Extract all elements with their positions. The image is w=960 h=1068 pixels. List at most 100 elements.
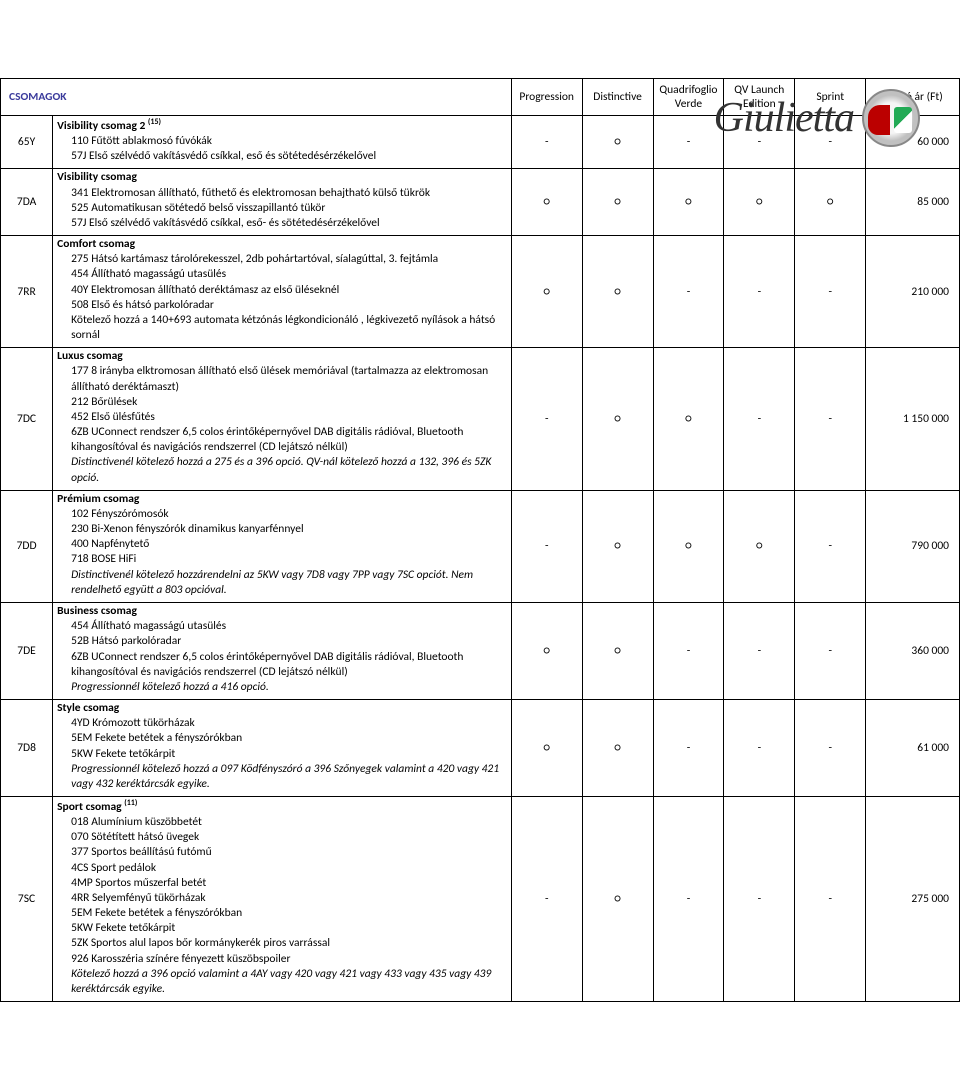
table-row: 7DEBusiness csomag 454 Állítható magassá…	[1, 602, 960, 699]
availability-cell: ○	[653, 490, 724, 602]
package-line: 110 Fűtött ablakmosó fúvókák	[71, 134, 507, 149]
package-line: 275 Hátsó kartámasz tárolórekesszel, 2db…	[71, 252, 507, 267]
table-row: 7D8Style csomag 4YD Krómozott tükörházak…	[1, 700, 960, 797]
availability-cell: -	[795, 797, 866, 1002]
price-cell: 210 000	[866, 236, 960, 348]
package-line: 5KW Fekete tetőkárpit	[71, 921, 507, 936]
package-title: Sport csomag (11)	[57, 798, 507, 815]
package-title: Visibility csomag 2 (15)	[57, 117, 507, 134]
package-line: Distinctivenél kötelező hozzárendelni az…	[71, 568, 507, 598]
package-line: Distinctivenél kötelező hozzá a 275 és a…	[71, 455, 507, 485]
availability-cell: -	[795, 490, 866, 602]
package-line: 6ZB UConnect rendszer 6,5 colos érintőké…	[71, 650, 507, 680]
package-description: Comfort csomag 275 Hátsó kartámasz tárol…	[53, 236, 512, 348]
availability-cell: ○	[511, 236, 582, 348]
package-line: 454 Állítható magasságú utasülés	[71, 619, 507, 634]
availability-cell: -	[724, 797, 795, 1002]
package-description: Prémium csomag 102 Fényszórómosók230 Bi-…	[53, 490, 512, 602]
package-line: 926 Karosszéria színére fényezett küszöb…	[71, 952, 507, 967]
package-description: Visibility csomag 341 Elektromosan állít…	[53, 169, 512, 236]
availability-cell: -	[795, 602, 866, 699]
package-line: 377 Sportos beállítású futómű	[71, 845, 507, 860]
package-line: 6ZB UConnect rendszer 6,5 colos érintőké…	[71, 425, 507, 455]
table-row: 7DCLuxus csomag 177 8 irányba elktromosa…	[1, 348, 960, 491]
package-line: 4YD Krómozott tükörházak	[71, 716, 507, 731]
package-code: 7D8	[1, 700, 53, 797]
package-line: 4CS Sport pedálok	[71, 861, 507, 876]
package-line: 4RR Selyemfényű tükörházak	[71, 891, 507, 906]
package-line: Progressionnél kötelező hozzá a 097 Ködf…	[71, 762, 507, 792]
model-script-logo: Giulietta	[714, 94, 854, 142]
availability-cell: ○	[582, 602, 653, 699]
package-description: Visibility csomag 2 (15)110 Fűtött ablak…	[53, 116, 512, 169]
availability-cell: -	[795, 236, 866, 348]
availability-cell: ○	[582, 236, 653, 348]
package-line: Progressionnél kötelező hozzá a 416 opci…	[71, 680, 507, 695]
package-line: 57J Első szélvédő vakításvédő csíkkal, e…	[71, 149, 507, 164]
package-code: 65Y	[1, 116, 53, 169]
availability-cell: -	[724, 236, 795, 348]
package-line: 525 Automatikusan sötétedő belső visszap…	[71, 201, 507, 216]
package-code: 7SC	[1, 797, 53, 1002]
availability-cell: -	[653, 797, 724, 1002]
package-line: 212 Bőrülések	[71, 395, 507, 410]
table-row: 7DAVisibility csomag 341 Elektromosan ál…	[1, 169, 960, 236]
package-line: Kötelező hozzá a 396 opció valamint a 4A…	[71, 967, 507, 997]
table-row: 7SCSport csomag (11)018 Alumínium küszöb…	[1, 797, 960, 1002]
package-title: Visibility csomag	[57, 170, 507, 185]
package-line: 400 Napfénytető	[71, 537, 507, 552]
availability-cell: ○	[582, 490, 653, 602]
col-progression: Progression	[511, 79, 582, 116]
availability-cell: -	[795, 348, 866, 491]
availability-cell: -	[724, 348, 795, 491]
package-title: Luxus csomag	[57, 349, 507, 364]
package-line: 177 8 irányba elktromosan állítható első…	[71, 364, 507, 394]
alfa-romeo-roundel	[862, 89, 920, 147]
price-cell: 790 000	[866, 490, 960, 602]
package-line: 508 Első és hátsó parkolóradar	[71, 298, 507, 313]
availability-cell: -	[653, 602, 724, 699]
package-line: 454 Állítható magasságú utasülés	[71, 267, 507, 282]
availability-cell: ○	[511, 602, 582, 699]
price-cell: 275 000	[866, 797, 960, 1002]
package-description: Style csomag 4YD Krómozott tükörházak5EM…	[53, 700, 512, 797]
availability-cell: ○	[511, 169, 582, 236]
package-line: 5KW Fekete tetőkárpit	[71, 747, 507, 762]
package-title: Style csomag	[57, 701, 507, 716]
package-description: Luxus csomag 177 8 irányba elktromosan á…	[53, 348, 512, 491]
packages-table: CSOMAGOK Progression Distinctive Quadrif…	[0, 78, 960, 1002]
package-line: 102 Fényszórómosók	[71, 507, 507, 522]
package-code: 7DE	[1, 602, 53, 699]
package-description: Sport csomag (11)018 Alumínium küszöbbet…	[53, 797, 512, 1002]
availability-cell: -	[511, 797, 582, 1002]
package-line: Kötelező hozzá a 140+693 automata kétzón…	[71, 313, 507, 343]
availability-cell: ○	[582, 700, 653, 797]
package-title: Business csomag	[57, 604, 507, 619]
package-line: 52B Hátsó parkolóradar	[71, 634, 507, 649]
package-code: 7RR	[1, 236, 53, 348]
availability-cell: ○	[653, 348, 724, 491]
table-row: 7RRComfort csomag 275 Hátsó kartámasz tá…	[1, 236, 960, 348]
package-line: 5EM Fekete betétek a fényszórókban	[71, 731, 507, 746]
price-cell: 61 000	[866, 700, 960, 797]
package-line: 452 Első ülésfűtés	[71, 410, 507, 425]
availability-cell: -	[724, 700, 795, 797]
brand-logo-area: Giulietta	[590, 88, 920, 148]
package-line: 070 Sötétített hátsó üvegek	[71, 830, 507, 845]
price-cell: 1 150 000	[866, 348, 960, 491]
price-cell: 360 000	[866, 602, 960, 699]
package-title-footnote: (15)	[148, 117, 161, 127]
package-line: 341 Elektromosan állítható, fűthető és e…	[71, 186, 507, 201]
availability-cell: ○	[724, 490, 795, 602]
table-row: 7DDPrémium csomag 102 Fényszórómosók230 …	[1, 490, 960, 602]
package-line: 5ZK Sportos alul lapos bőr kormánykerék …	[71, 936, 507, 951]
package-code: 7DD	[1, 490, 53, 602]
package-description: Business csomag 454 Állítható magasságú …	[53, 602, 512, 699]
availability-cell: ○	[582, 348, 653, 491]
price-cell: 85 000	[866, 169, 960, 236]
package-title-footnote: (11)	[124, 798, 137, 808]
availability-cell: ○	[582, 797, 653, 1002]
package-code: 7DA	[1, 169, 53, 236]
package-code: 7DC	[1, 348, 53, 491]
availability-cell: -	[653, 236, 724, 348]
